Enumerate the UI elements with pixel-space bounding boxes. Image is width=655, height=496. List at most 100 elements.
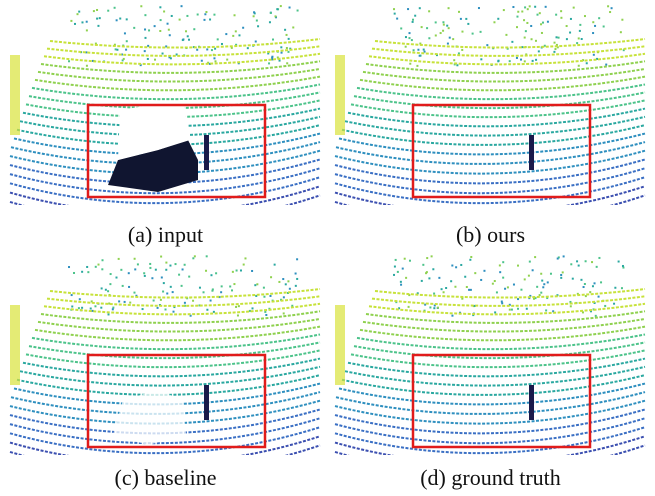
point <box>445 287 447 289</box>
scan-line <box>363 69 645 82</box>
point <box>598 257 600 259</box>
caption: (a) input <box>8 222 323 248</box>
point-band <box>335 55 345 135</box>
point <box>153 300 155 302</box>
point <box>226 59 228 61</box>
point <box>528 275 530 277</box>
point <box>251 307 253 309</box>
point <box>540 23 542 25</box>
point <box>516 26 518 28</box>
point <box>541 280 543 282</box>
point <box>288 38 290 40</box>
point <box>144 14 146 16</box>
point <box>421 280 423 282</box>
point <box>71 305 73 307</box>
point <box>443 291 445 293</box>
point <box>149 267 151 269</box>
point <box>464 276 466 278</box>
point <box>501 302 503 304</box>
point <box>203 19 205 21</box>
point <box>221 43 223 45</box>
point <box>126 18 128 20</box>
point <box>285 283 287 285</box>
point <box>534 256 536 258</box>
point-cloud-image <box>333 250 648 455</box>
point <box>456 64 458 66</box>
point <box>232 35 234 37</box>
point <box>421 26 423 28</box>
point <box>247 47 249 49</box>
point <box>169 265 171 267</box>
point <box>148 29 150 31</box>
point <box>274 264 276 266</box>
point <box>165 262 167 264</box>
point <box>86 65 88 67</box>
point <box>511 41 513 43</box>
point <box>509 309 511 311</box>
point <box>492 283 494 285</box>
point <box>543 283 545 285</box>
point <box>433 307 435 309</box>
point <box>478 7 480 9</box>
point <box>407 8 409 10</box>
point <box>529 261 531 263</box>
point <box>429 306 431 308</box>
point <box>155 269 157 271</box>
point <box>441 288 443 290</box>
point <box>213 311 215 313</box>
point <box>157 307 159 309</box>
point <box>147 58 149 60</box>
point <box>620 31 622 33</box>
point <box>405 46 407 48</box>
point <box>411 39 413 41</box>
scan-line <box>366 61 645 73</box>
point <box>566 25 568 27</box>
point <box>78 11 80 13</box>
point <box>425 272 427 274</box>
point <box>107 290 109 292</box>
point <box>461 49 463 51</box>
point <box>251 270 253 272</box>
point <box>426 257 428 259</box>
point <box>296 258 298 260</box>
point <box>408 37 410 39</box>
point <box>231 289 233 291</box>
point <box>107 10 109 12</box>
point <box>283 312 285 314</box>
point <box>87 271 89 273</box>
point <box>566 38 568 40</box>
point <box>576 42 578 44</box>
point <box>413 49 415 51</box>
point <box>563 255 565 257</box>
point <box>512 6 514 8</box>
point <box>469 259 471 261</box>
point <box>428 10 430 12</box>
point <box>562 271 564 273</box>
point <box>100 307 102 309</box>
point <box>422 264 424 266</box>
point <box>179 19 181 21</box>
point <box>572 278 574 280</box>
point <box>203 291 205 293</box>
point <box>126 40 128 42</box>
point <box>409 260 411 262</box>
point <box>263 287 265 289</box>
point <box>280 46 282 48</box>
point <box>128 286 130 288</box>
point <box>160 299 162 301</box>
point <box>119 18 121 20</box>
point <box>78 307 80 309</box>
point <box>108 313 110 315</box>
point <box>498 60 500 62</box>
point <box>524 6 526 8</box>
point-band <box>335 305 345 385</box>
point <box>160 19 162 21</box>
point <box>591 261 593 263</box>
pole <box>204 135 209 170</box>
point <box>556 36 558 38</box>
point <box>163 10 165 12</box>
point <box>81 307 83 309</box>
point <box>450 280 452 282</box>
point <box>151 277 153 279</box>
point <box>197 13 199 15</box>
